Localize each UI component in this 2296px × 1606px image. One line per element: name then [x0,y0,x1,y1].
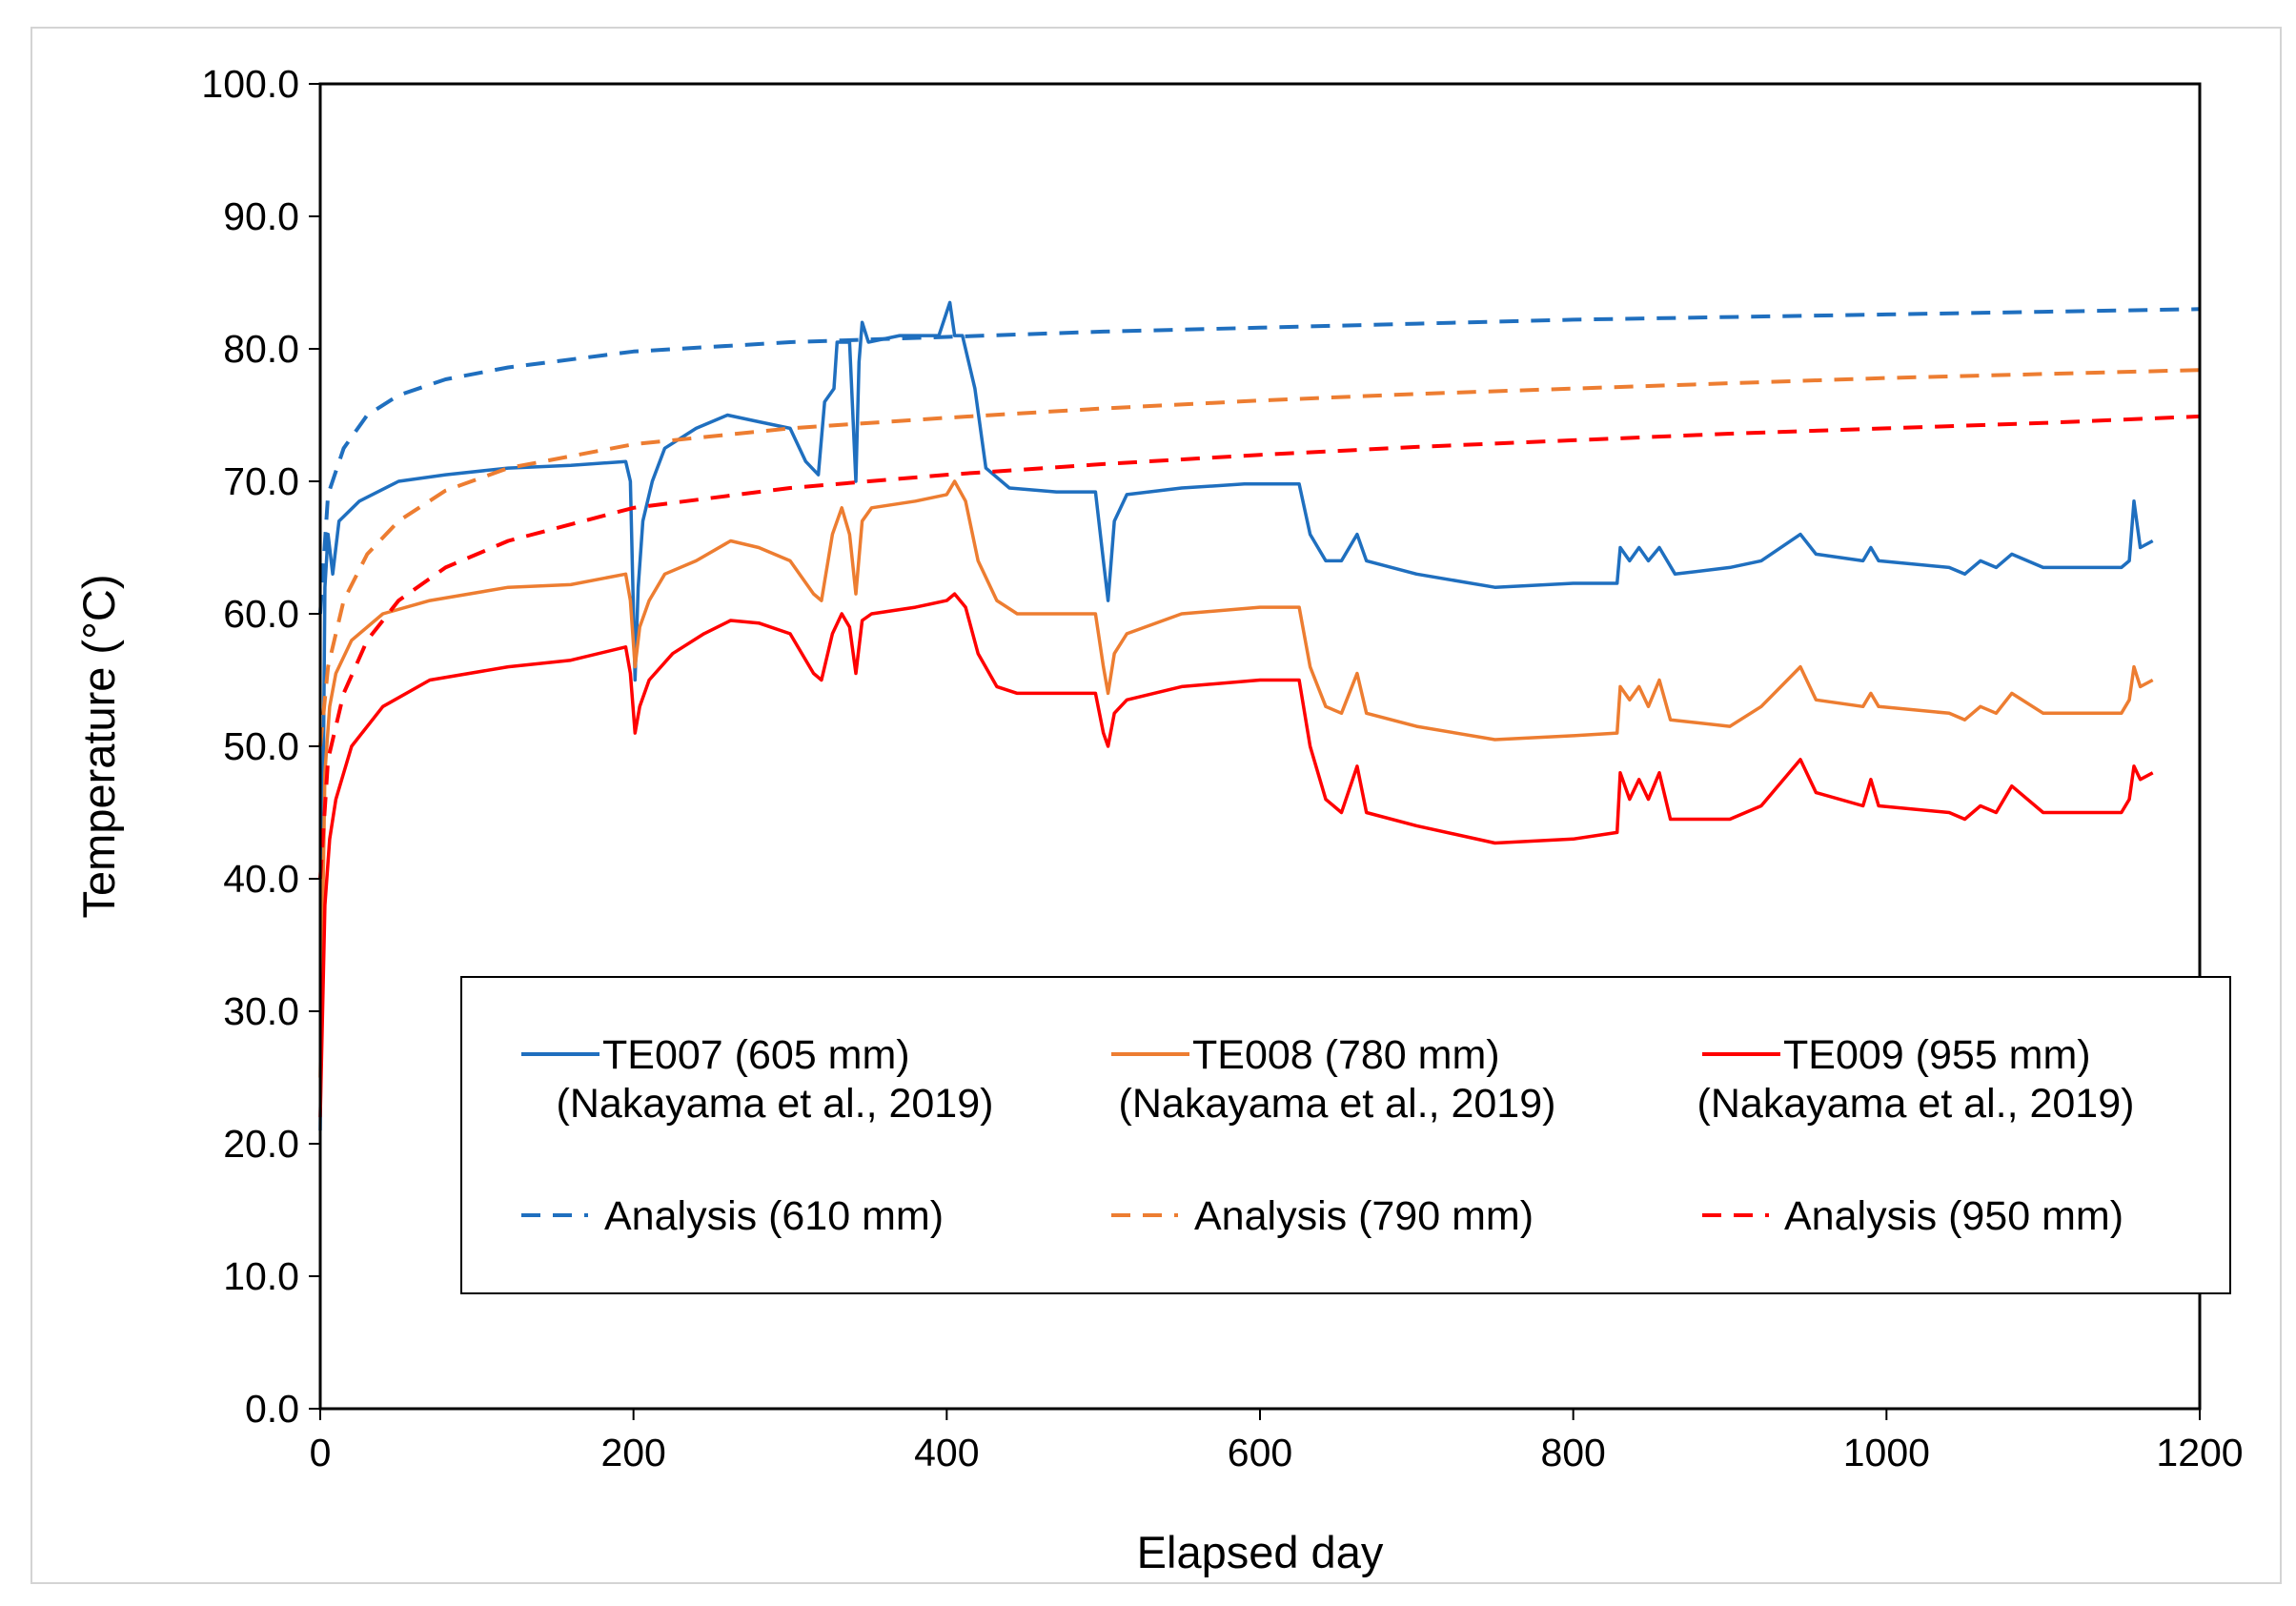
y-tick-label: 20.0 [223,1122,299,1166]
legend-label-te007: TE007 (605 mm) [602,1032,910,1078]
ticks-layer: 0.0 10.0 20.0 30.0 40.0 50.0 60.0 70.0 80.0 90.0 1… [201,62,2243,1474]
legend-label-analysis-610: Analysis (610 mm) [604,1193,944,1239]
figure-frame [30,27,2282,1584]
y-tick-label: 100.0 [201,62,299,106]
y-axis-title: Temperature (°C) [73,575,124,919]
series-line-analysis-950-mm [318,414,2201,880]
x-tick-label: 800 [1540,1431,1605,1474]
series-line-analysis-790-mm [318,368,2201,747]
series-line-te009-955-mm [318,592,2154,1118]
x-tick-label: 1000 [1843,1431,1930,1474]
x-tick-label: 1200 [2156,1431,2243,1474]
x-tick-label: 400 [914,1431,979,1474]
legend: TE007 (605 mm) (Nakayama et al., 2019) T… [460,976,2231,1294]
legend-label-te008: TE008 (780 mm) [1192,1032,1500,1078]
legend-label-analysis-950: Analysis (950 mm) [1784,1193,2123,1239]
y-tick-label: 60.0 [223,592,299,636]
y-tick-label: 10.0 [223,1254,299,1298]
x-axis-title: Elapsed day [1137,1527,1384,1577]
y-tick-label: 40.0 [223,857,299,901]
y-tick-label: 90.0 [223,194,299,238]
x-tick-label: 600 [1228,1431,1292,1474]
legend-label-analysis-790: Analysis (790 mm) [1194,1193,1534,1239]
legend-source-te007: (Nakayama et al., 2019) [557,1081,994,1127]
legend-source-te008: (Nakayama et al., 2019) [1119,1081,1556,1127]
series-line-te008-780-mm [318,479,2154,1078]
legend-box [460,976,2231,1294]
y-tick-label: 0.0 [245,1387,299,1431]
legend-source-te009: (Nakayama et al., 2019) [1697,1081,2135,1127]
legend-label-te009: TE009 (955 mm) [1783,1032,2091,1078]
x-tick-label: 0 [310,1431,332,1474]
series-line-analysis-610-mm [318,307,2201,615]
y-tick-label: 70.0 [223,459,299,503]
y-tick-label: 50.0 [223,724,299,768]
series-line-te007-605-mm [318,300,2154,1131]
x-tick-label: 200 [600,1431,665,1474]
y-tick-label: 80.0 [223,327,299,371]
y-tick-label: 30.0 [223,989,299,1033]
series-layer [318,300,2201,1131]
